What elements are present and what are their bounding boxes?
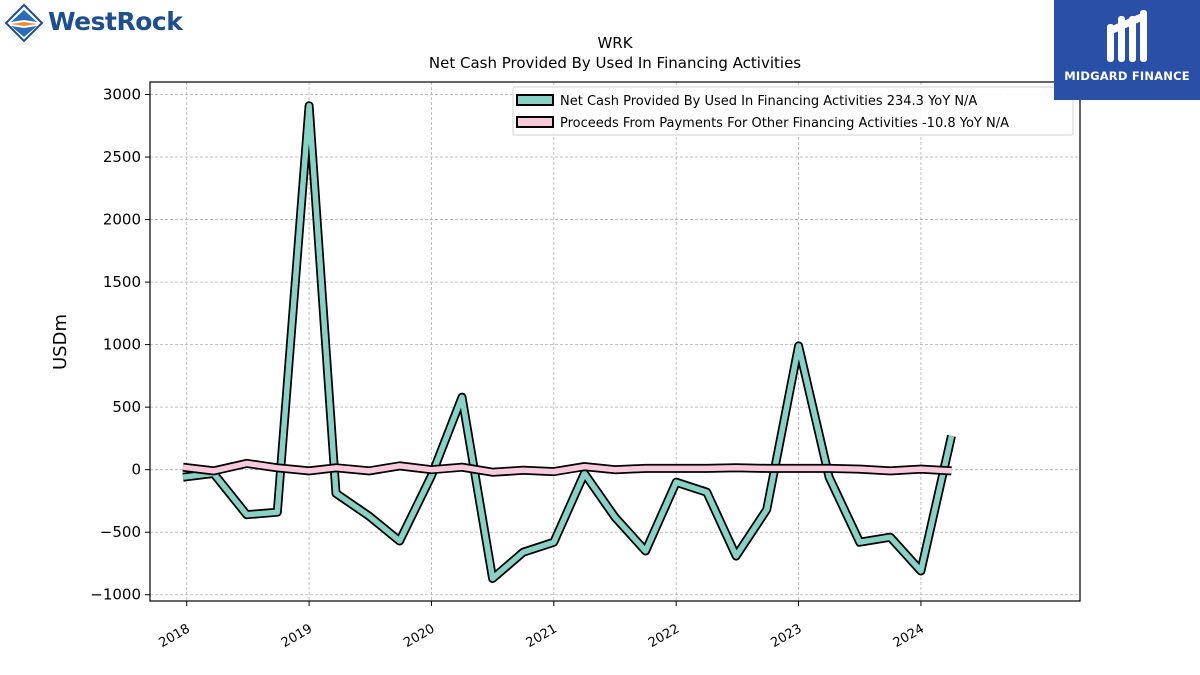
- legend: Net Cash Provided By Used In Financing A…: [512, 86, 1074, 136]
- legend-label: Net Cash Provided By Used In Financing A…: [560, 94, 977, 109]
- x-tick-label: 2022: [646, 621, 682, 651]
- legend-swatch: [516, 116, 554, 128]
- midgard-finance-logo: MIDGARD FINANCE: [1054, 0, 1200, 100]
- y-tick-label: 0: [131, 461, 141, 479]
- series-line-net-cash-financing: [182, 103, 955, 582]
- y-tick-label: 500: [112, 398, 141, 416]
- y-tick-label: −500: [100, 523, 141, 541]
- y-tick-label: −1000: [90, 586, 141, 604]
- series-line-other-financing-proceeds: [182, 460, 952, 475]
- plot-frame: [149, 81, 1081, 602]
- y-tick-label: 1000: [103, 336, 141, 354]
- y-axis-label: USDm: [50, 314, 71, 370]
- x-tick-label: 2021: [524, 621, 560, 651]
- legend-box: [512, 86, 1074, 136]
- westrock-diamond-icon: [4, 3, 44, 43]
- westrock-logo: WestRock: [4, 3, 184, 45]
- x-tick-label: 2018: [157, 621, 193, 651]
- y-tick-label: 2500: [103, 148, 141, 166]
- series-layer: [182, 101, 956, 583]
- x-tick-label: 2023: [768, 621, 804, 651]
- midgard-emblem-icon: [1107, 10, 1147, 62]
- x-tick-label: 2020: [401, 621, 437, 651]
- legend-label: Proceeds From Payments For Other Financi…: [560, 116, 1009, 131]
- westrock-logo-text: WestRock: [48, 7, 183, 36]
- chart-title: WRK: [597, 34, 633, 52]
- y-tick-label: 3000: [103, 86, 141, 104]
- y-tick-label: 2000: [103, 211, 141, 229]
- x-tick-label: 2024: [891, 621, 927, 651]
- x-tick-label: 2019: [279, 621, 315, 651]
- midgard-logo-text: MIDGARD FINANCE: [1064, 69, 1190, 83]
- grid: [150, 82, 1080, 601]
- chart-subtitle: Net Cash Provided By Used In Financing A…: [429, 54, 801, 72]
- y-tick-label: 1500: [103, 273, 141, 291]
- legend-swatch: [516, 94, 554, 106]
